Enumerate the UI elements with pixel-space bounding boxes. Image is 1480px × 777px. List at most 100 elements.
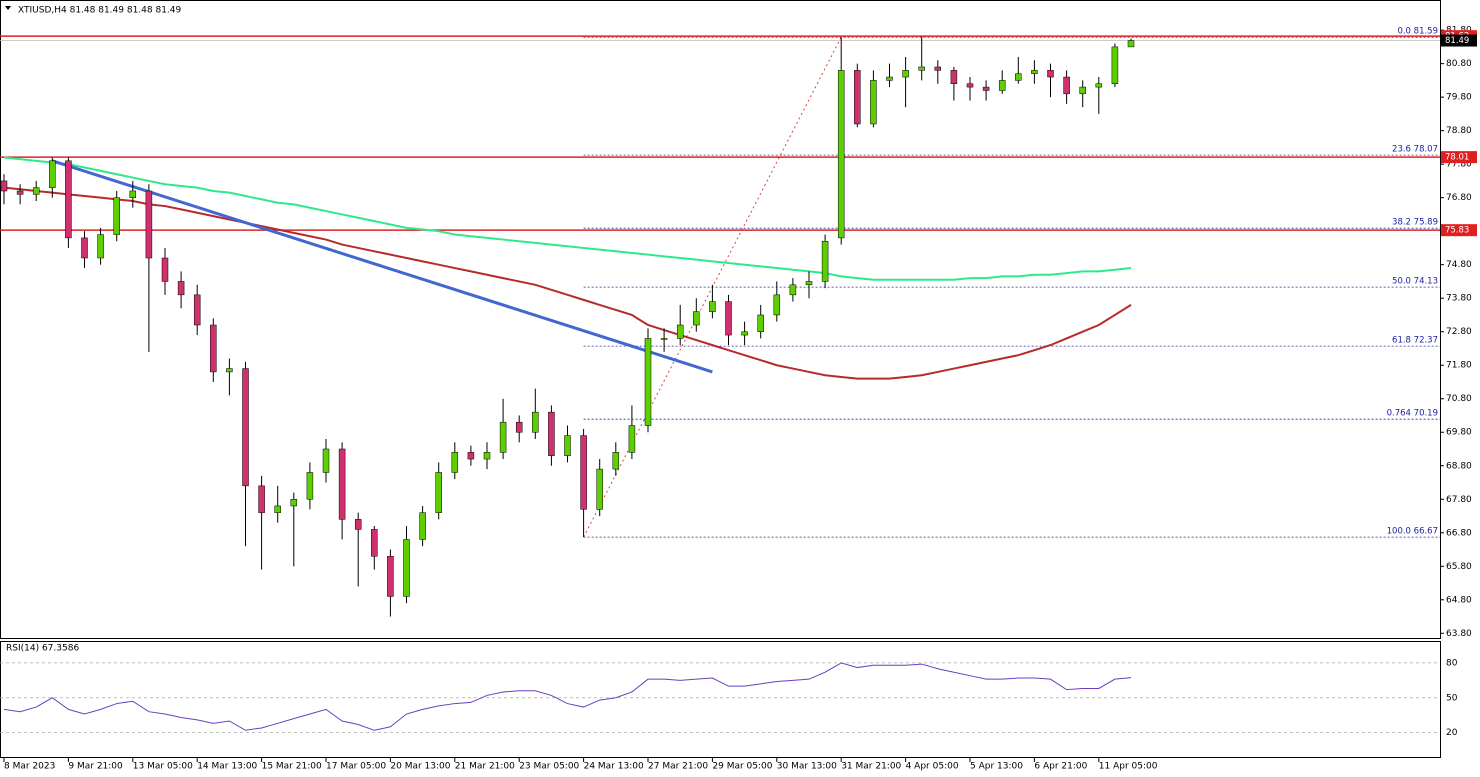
candle-body <box>1063 76 1070 95</box>
candle-body <box>49 160 56 188</box>
candle-body <box>757 314 764 332</box>
candle-body <box>210 324 217 373</box>
candle-body <box>837 70 845 239</box>
fib-label: 50.0 74.13 <box>1392 277 1438 287</box>
candle-body <box>499 421 507 453</box>
candle-body <box>515 421 523 433</box>
candle-body <box>354 519 362 530</box>
candle-body <box>934 66 942 71</box>
x-tick-label: 23 Mar 05:00 <box>519 762 579 772</box>
candle-body <box>950 70 958 84</box>
candle-body <box>773 294 781 316</box>
candle-body <box>628 425 636 453</box>
candle-body <box>177 281 185 296</box>
candle-body <box>32 187 40 195</box>
main-frame <box>0 0 1441 639</box>
x-tick-label: 31 Mar 21:00 <box>841 762 901 772</box>
y-tick-label: 67.80 <box>1446 495 1472 505</box>
candle-body <box>532 411 539 433</box>
x-tick-label: 6 Apr 21:00 <box>1034 762 1087 772</box>
candle-body <box>419 512 426 540</box>
rsi-line <box>3 662 1132 731</box>
candle-body <box>16 190 24 195</box>
x-tick-label: 8 Mar 2023 <box>4 762 55 772</box>
y-tick-label: 80 <box>1446 658 1458 668</box>
x-tick-label: 20 Mar 13:00 <box>390 762 450 772</box>
level-box <box>1441 224 1477 237</box>
candle-body <box>467 452 475 460</box>
candle-body <box>660 338 668 340</box>
candle-body <box>0 180 8 192</box>
candle-body <box>145 190 153 259</box>
level-label: 78.01 <box>1445 153 1469 163</box>
candle-body <box>129 190 137 198</box>
x-tick-label: 11 Apr 05:00 <box>1099 762 1158 772</box>
title-icon <box>5 6 11 10</box>
y-tick-label: 78.80 <box>1446 126 1472 136</box>
candle-body <box>596 468 603 510</box>
y-tick-label: 20 <box>1446 728 1458 738</box>
candle-body <box>676 324 684 339</box>
candle-body <box>226 368 233 373</box>
candle-body <box>338 448 346 520</box>
candle-body <box>741 331 748 336</box>
x-tick-label: 30 Mar 13:00 <box>777 762 837 772</box>
y-tick-label: 80.80 <box>1446 59 1472 69</box>
candle-body <box>403 539 410 597</box>
y-tick-label: 65.80 <box>1446 562 1472 572</box>
candle-body <box>902 70 909 78</box>
y-tick-label: 68.80 <box>1446 461 1472 471</box>
moving-average <box>3 186 1132 380</box>
candle-body <box>1031 70 1038 74</box>
x-tick-label: 29 Mar 05:00 <box>712 762 772 772</box>
level-box <box>1441 151 1477 164</box>
y-tick-label: 70.80 <box>1446 394 1472 404</box>
x-tick-label: 27 Mar 21:00 <box>648 762 708 772</box>
candle-body <box>789 284 797 296</box>
x-tick-label: 4 Apr 05:00 <box>906 762 959 772</box>
candle-body <box>161 257 169 282</box>
candle-body <box>371 529 378 557</box>
candle-body <box>113 197 120 235</box>
candle-body <box>387 555 394 597</box>
candle-body <box>1015 73 1022 81</box>
level-label: 75.83 <box>1445 226 1469 236</box>
y-tick-label: 50 <box>1446 693 1458 703</box>
x-tick-label: 24 Mar 13:00 <box>584 762 644 772</box>
x-tick-label: 21 Mar 21:00 <box>455 762 515 772</box>
candle-body <box>483 452 491 460</box>
candle-body <box>870 80 877 125</box>
fib-label: 61.8 72.37 <box>1392 336 1438 346</box>
candle-body <box>644 338 652 426</box>
candle-body <box>612 452 620 470</box>
candle-body <box>1095 83 1103 88</box>
candle-body <box>306 472 314 500</box>
candle-body <box>242 368 249 487</box>
candle-body <box>918 66 925 71</box>
candle-body <box>966 83 974 88</box>
candle-body <box>709 301 716 312</box>
candle-body <box>81 237 88 259</box>
candle-body <box>982 86 990 91</box>
candle-body <box>65 160 72 239</box>
x-tick-label: 17 Mar 05:00 <box>326 762 386 772</box>
y-tick-label: 71.80 <box>1446 361 1472 371</box>
candle-body <box>580 435 587 510</box>
candle-body <box>854 70 861 125</box>
last-price-label: 81.49 <box>1445 36 1469 46</box>
candle-body <box>274 505 281 513</box>
candle-body <box>451 452 459 473</box>
candle-body <box>1111 46 1119 84</box>
candle-body <box>821 240 829 282</box>
fib-label: 23.6 78.07 <box>1392 145 1438 155</box>
candle-body <box>290 499 298 507</box>
x-tick-label: 15 Mar 21:00 <box>262 762 322 772</box>
candle-body <box>258 485 265 513</box>
candle-body <box>1127 40 1135 48</box>
candle-body <box>193 294 201 326</box>
candle-body <box>998 80 1006 91</box>
y-tick-label: 76.80 <box>1446 193 1472 203</box>
x-tick-label: 9 Mar 21:00 <box>68 762 123 772</box>
candle-body <box>886 76 893 81</box>
